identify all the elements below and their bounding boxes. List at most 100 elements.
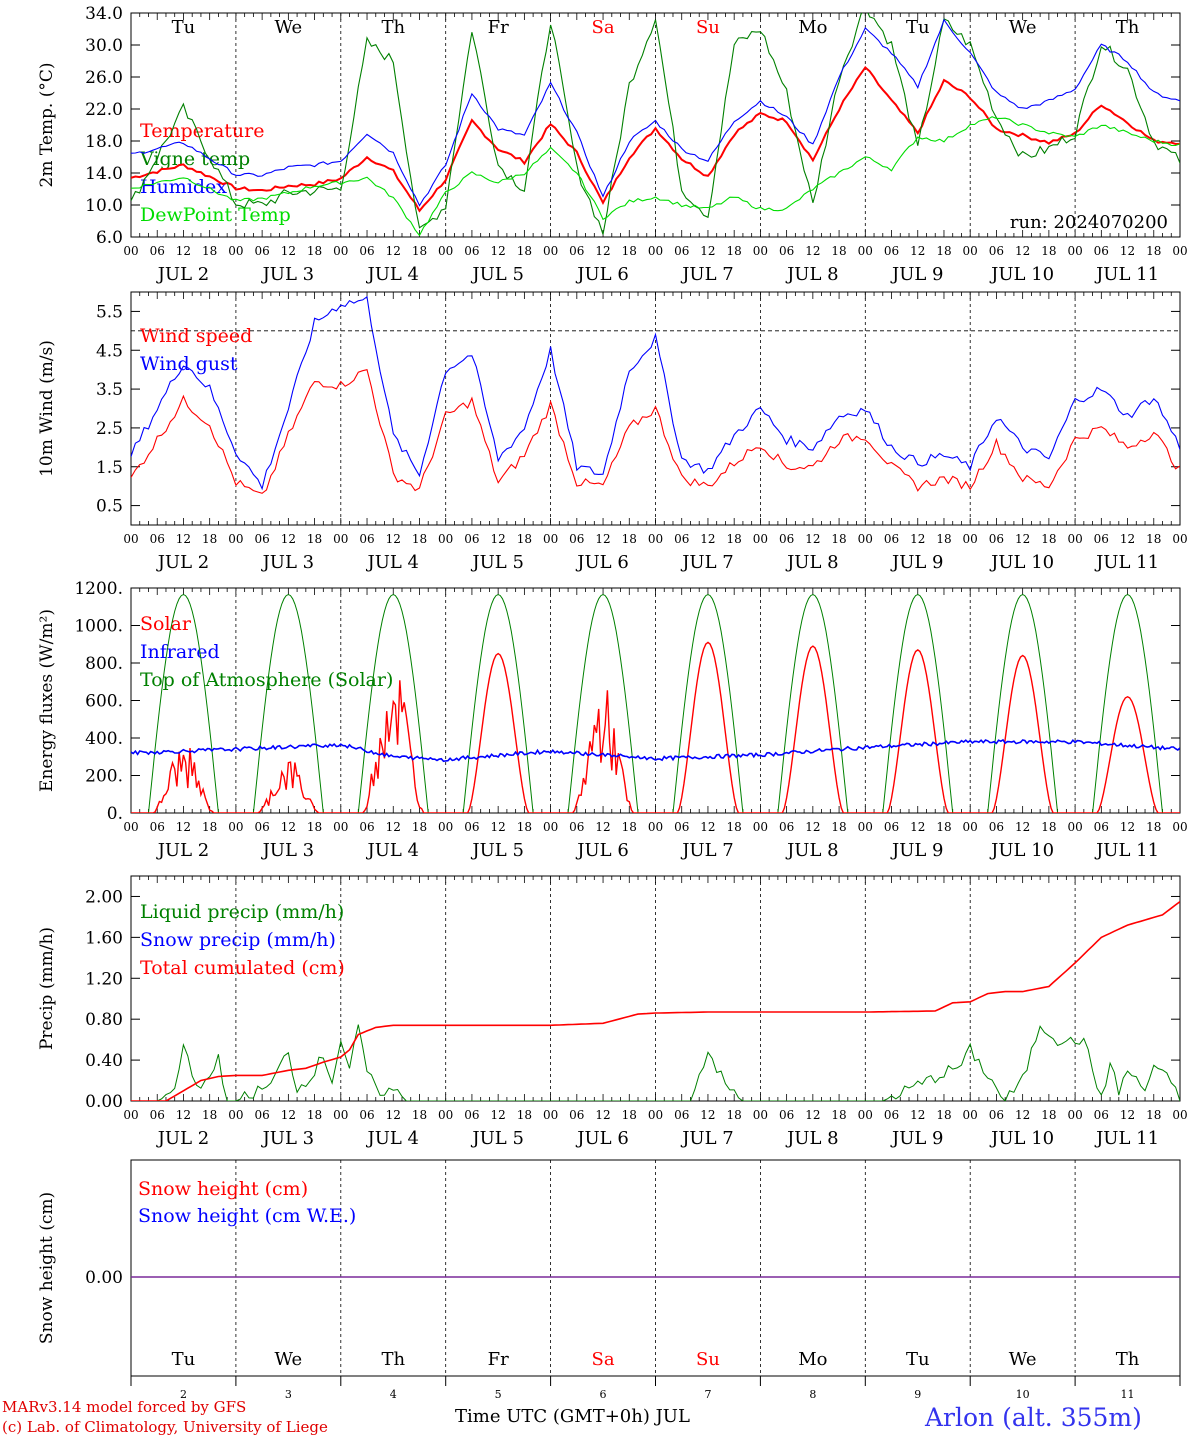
day-name: We <box>1009 1349 1037 1370</box>
hour-label: 12 <box>700 820 715 834</box>
hour-label: 18 <box>1041 1108 1056 1122</box>
y-tick-label: 0. <box>107 804 123 824</box>
series-group <box>131 900 1180 1101</box>
y-tick-label: 1000. <box>74 617 123 637</box>
day-name: Mo <box>798 17 827 38</box>
hour-label: 12 <box>176 820 191 834</box>
hour-label: 12 <box>805 244 820 258</box>
hour-label: 18 <box>307 820 322 834</box>
day-number: 2 <box>180 1388 187 1401</box>
y-tick-label: 0.5 <box>96 497 123 517</box>
hour-label: 12 <box>281 244 296 258</box>
y-tick-label: 2.5 <box>96 419 123 439</box>
hour-label: 06 <box>884 1108 899 1122</box>
hour-label: 06 <box>569 1108 584 1122</box>
legend-entry: Wind speed <box>140 325 252 347</box>
y-axis-label: 10m Wind (m/s) <box>37 340 57 477</box>
series-line <box>131 66 1180 213</box>
y-tick-label: 18.0 <box>85 132 123 152</box>
date-label: JUL 3 <box>261 840 315 861</box>
series-line <box>131 369 1180 494</box>
series-group <box>131 13 1180 237</box>
y-tick-label: 400. <box>85 729 123 749</box>
hour-label: 18 <box>412 244 427 258</box>
day-name: We <box>1009 17 1037 38</box>
hour-label: 12 <box>1015 532 1030 546</box>
hour-label: 18 <box>202 1108 217 1122</box>
hour-label: 18 <box>831 532 846 546</box>
panel-4: 00 06 12 18 JUL 2 00 06 12 18 JUL 3 00 06 12 18 JUL 4 0… <box>37 875 1188 1149</box>
legend-entry: Temperature <box>140 120 264 142</box>
y-tick-label: 6.0 <box>96 228 123 248</box>
date-label: JUL 8 <box>785 552 839 573</box>
date-label: JUL 10 <box>989 840 1054 861</box>
panel-1: 00 06 12 18 JUL 2 00 06 12 18 JUL 3 00 06 12 18 JUL 4 0… <box>37 4 1188 285</box>
date-label: JUL 10 <box>989 552 1054 573</box>
hour-label: 12 <box>281 820 296 834</box>
hour-label: 00 <box>858 1108 873 1122</box>
legend-entry: Wind gust <box>140 353 238 375</box>
y-tick-label: 1200. <box>74 579 123 599</box>
hour-label: 18 <box>936 820 951 834</box>
hour-label: 00 <box>648 820 663 834</box>
hour-label: 18 <box>412 532 427 546</box>
hour-label: 12 <box>1015 244 1030 258</box>
hour-label: 00 <box>1172 244 1187 258</box>
hour-label: 18 <box>1146 820 1161 834</box>
panel-3: 00 06 12 18 JUL 2 00 06 12 18 JUL 3 00 06 12 18 JUL 4 0… <box>37 579 1188 861</box>
date-label: JUL 11 <box>1094 264 1159 285</box>
date-label: JUL 7 <box>680 264 734 285</box>
hour-label: 06 <box>1094 532 1109 546</box>
hour-label: 06 <box>569 244 584 258</box>
day-name: We <box>275 1349 303 1370</box>
hour-label: 06 <box>359 244 374 258</box>
hour-label: 00 <box>1172 820 1187 834</box>
date-label: JUL 10 <box>989 264 1054 285</box>
y-tick-label: 30.0 <box>85 36 123 56</box>
date-label: JUL 3 <box>261 552 315 573</box>
hour-label: 00 <box>1067 1108 1082 1122</box>
legend-entry: Total cumulated (cm) <box>140 957 345 979</box>
hour-label: 00 <box>648 532 663 546</box>
y-tick-label: 0.80 <box>85 1010 123 1030</box>
hour-label: 00 <box>123 820 138 834</box>
series-line <box>131 738 1180 763</box>
date-label: JUL 5 <box>470 1128 524 1149</box>
station-label: Arlon (alt. 355m) <box>925 1403 1142 1432</box>
hour-label: 06 <box>464 244 479 258</box>
legend-entry: Solar <box>140 613 192 635</box>
hour-label: 06 <box>464 532 479 546</box>
day-name: Tu <box>906 1349 930 1370</box>
date-label: JUL 3 <box>261 1128 315 1149</box>
hour-label: 00 <box>228 244 243 258</box>
hour-label: 12 <box>595 820 610 834</box>
hour-label: 00 <box>123 532 138 546</box>
series-line <box>131 594 1180 813</box>
day-name: Fr <box>488 1349 509 1370</box>
hour-label: 12 <box>491 820 506 834</box>
date-label: JUL 4 <box>365 264 419 285</box>
hour-label: 06 <box>359 1108 374 1122</box>
hour-label: 06 <box>779 532 794 546</box>
day-number: 10 <box>1016 1388 1030 1401</box>
y-tick-label: 0.00 <box>85 1268 123 1288</box>
legend-entry: Snow precip (mm/h) <box>140 929 336 951</box>
y-tick-label: 800. <box>85 654 123 674</box>
hour-label: 00 <box>753 532 768 546</box>
hour-label: 06 <box>674 1108 689 1122</box>
date-label: JUL 11 <box>1094 552 1159 573</box>
hour-label: 18 <box>202 820 217 834</box>
y-tick-label: 0.00 <box>85 1092 123 1112</box>
date-label: JUL 8 <box>785 840 839 861</box>
day-name: Th <box>1116 17 1140 38</box>
date-label: JUL 6 <box>575 840 629 861</box>
hour-label: 12 <box>491 244 506 258</box>
day-name: Mo <box>798 1349 827 1370</box>
hour-label: 00 <box>858 532 873 546</box>
date-label: JUL 8 <box>785 1128 839 1149</box>
date-label: JUL 7 <box>680 552 734 573</box>
hour-label: 18 <box>307 244 322 258</box>
hour-label: 06 <box>989 532 1004 546</box>
hour-label: 00 <box>228 532 243 546</box>
date-label: JUL 4 <box>365 552 419 573</box>
